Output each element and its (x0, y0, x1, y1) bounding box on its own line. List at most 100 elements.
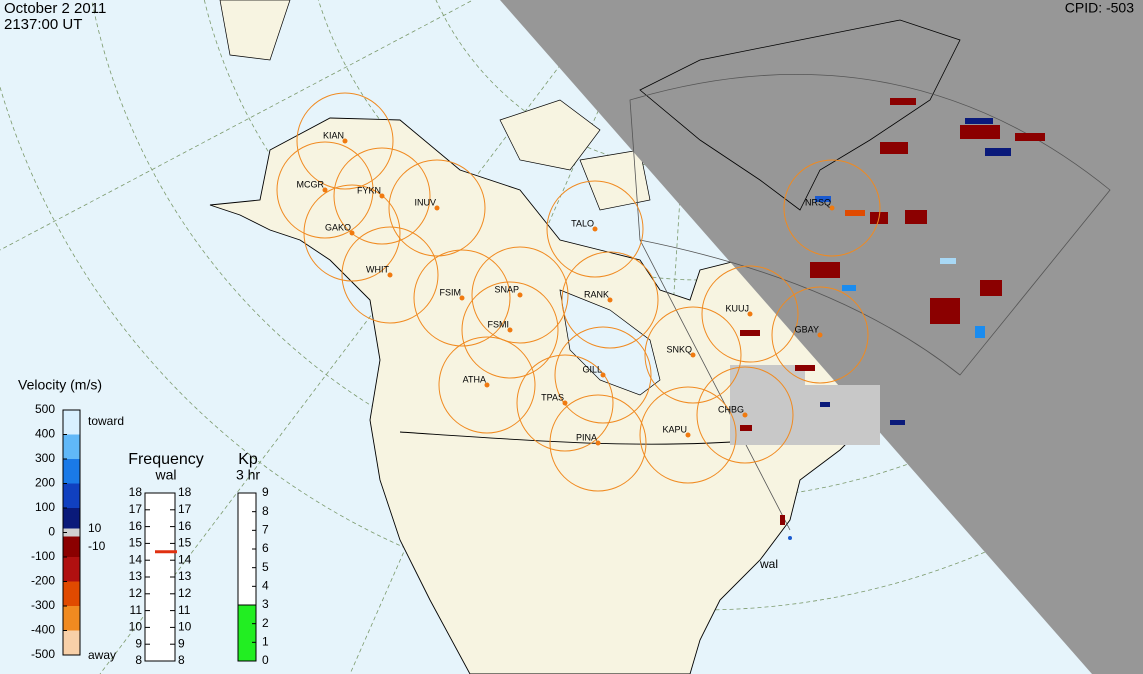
velocity-tick-label: 100 (35, 500, 55, 514)
frequency-tick-label: 10 (129, 620, 143, 634)
station-range (771, 286, 869, 384)
station-range (644, 306, 742, 404)
frequency-title: Frequency (128, 451, 204, 468)
station-dot (742, 412, 748, 418)
station-dot (690, 352, 696, 358)
station-dot (600, 372, 606, 378)
station-range (783, 159, 881, 257)
station-label: FYKN (357, 185, 381, 195)
station-label: SNKQ (666, 344, 692, 354)
station-range (561, 251, 659, 349)
radar-label: wal (759, 557, 778, 571)
station-label: INUV (414, 197, 436, 207)
kp-tick-label: 1 (262, 635, 269, 649)
land (219, 0, 291, 61)
kp-tick-label: 6 (262, 541, 269, 555)
velocity-tick-label: 400 (35, 427, 55, 441)
station-dot (829, 205, 835, 211)
station-range (341, 226, 439, 324)
velocity-tick-label: -500 (31, 647, 55, 661)
station-label: CHBG (718, 404, 744, 414)
marker-label: 10 (88, 521, 102, 535)
velocity-tick-label: -300 (31, 598, 55, 612)
station-label: ATHA (463, 374, 486, 384)
color-band (63, 483, 80, 509)
velocity-tick-label: 300 (35, 451, 55, 465)
station-label: RANK (584, 289, 609, 299)
velocity-title: Velocity (m/s) (18, 377, 102, 393)
color-band (63, 434, 80, 460)
kp-tick-label: 3 (262, 597, 269, 611)
station-label: TPAS (541, 392, 564, 402)
station-dot (517, 292, 523, 298)
frequency-tick-label: 10 (178, 620, 192, 634)
kp-period: 3 hr (236, 467, 260, 483)
color-band (63, 581, 80, 607)
land (209, 117, 881, 674)
frequency-tick-label: 9 (135, 636, 142, 650)
station-label: GILL (582, 364, 602, 374)
station-dot (322, 187, 328, 193)
station-range (413, 249, 511, 347)
velocity-tick-label: 500 (35, 402, 55, 416)
station-dot (379, 193, 385, 199)
frequency-tick-label: 18 (178, 485, 192, 499)
station-range (388, 159, 486, 257)
station-dot (387, 272, 393, 278)
station-range (546, 180, 644, 278)
kp-tick-label: 7 (262, 523, 269, 537)
station-range (303, 184, 401, 282)
frequency-tick-label: 16 (129, 519, 143, 533)
station-dot (607, 297, 613, 303)
station-range (333, 147, 431, 245)
station-label: GBAY (795, 324, 819, 334)
velocity-tick-label: -200 (31, 574, 55, 588)
radar-site (788, 536, 792, 540)
station-range (461, 281, 559, 379)
station-label: TALO (571, 218, 594, 228)
color-band (63, 606, 80, 631)
border (399, 431, 761, 445)
station-label: KAPU (662, 424, 687, 434)
station-dot (747, 311, 753, 317)
station-dot (562, 400, 568, 406)
station-dot (595, 440, 601, 446)
frequency-tick-label: 12 (178, 586, 192, 600)
radar-fov (629, 74, 1111, 531)
hudson-bay (559, 289, 661, 396)
toward-label: toward (88, 414, 124, 428)
station-range (701, 265, 799, 363)
station-range (516, 354, 614, 452)
velocity-tick-label: -100 (31, 549, 55, 563)
frequency-tick-label: 15 (129, 536, 143, 550)
frequency-tick-label: 18 (129, 485, 143, 499)
station-dot (342, 138, 348, 144)
station-label: GAKO (325, 222, 351, 232)
station-dot (685, 432, 691, 438)
station-range (438, 336, 536, 434)
station-range (554, 326, 652, 424)
kp-tick-label: 2 (262, 616, 269, 630)
cpid: CPID: -503 (1065, 0, 1134, 16)
frequency-tick-label: 16 (178, 519, 192, 533)
station-dot (817, 332, 823, 338)
frequency-tick-label: 11 (178, 603, 191, 617)
frequency-tick-label: 13 (178, 569, 192, 583)
kp-title: Kp (238, 451, 258, 468)
frequency-radar: wal (154, 467, 176, 483)
stations: KIAN MCGR FYKN INUV GAKO WHIT TALO FSIM SNAP FSMI… (276, 92, 881, 492)
frequency-tick-label: 11 (130, 603, 143, 617)
station-dot (349, 230, 355, 236)
scatter-cells (730, 98, 1045, 525)
station-label: KIAN (323, 130, 344, 140)
station-range (696, 366, 794, 464)
date: October 2 2011 (4, 0, 106, 17)
station-dot (484, 382, 490, 388)
marker-label: -10 (88, 539, 106, 553)
frequency-tick-label: 13 (129, 569, 143, 583)
kp-bar (237, 604, 257, 662)
station-label: NRSQ (805, 197, 831, 207)
velocity-tick-label: 0 (48, 525, 55, 539)
frequency-tick-label: 15 (178, 536, 192, 550)
